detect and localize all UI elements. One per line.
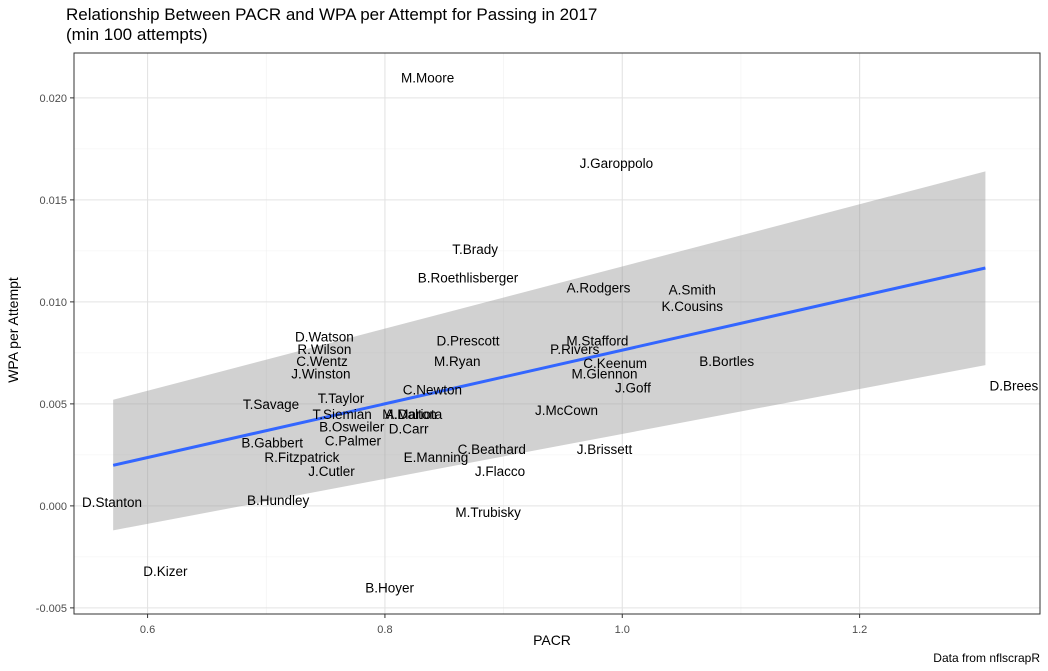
point-label: T.Savage: [243, 397, 299, 412]
point-label: J.Garoppolo: [580, 156, 654, 171]
y-tick-label: 0.010: [39, 297, 67, 309]
point-label: D.Prescott: [436, 334, 499, 349]
point-label: M.Moore: [401, 70, 454, 85]
point-label: B.Hoyer: [365, 580, 414, 595]
y-tick-label: 0.000: [39, 501, 67, 513]
point-label: J.Cutler: [308, 464, 355, 479]
point-label: M.Ryan: [434, 354, 481, 369]
x-tick-label: 0.6: [140, 624, 155, 636]
y-axis-ticks: -0.005 0.000 0.005 0.010 0.015 0.020: [36, 93, 74, 615]
point-label: D.Carr: [389, 421, 429, 436]
point-label: T.Brady: [452, 242, 498, 257]
point-label: C.Wentz: [296, 354, 348, 369]
point-label: P.Rivers: [550, 342, 600, 357]
point-label: M.Trubisky: [455, 505, 521, 520]
point-label: T.Siemian: [313, 407, 372, 422]
point-label: T.Taylor: [318, 391, 365, 406]
y-axis-title: WPA per Attempt: [5, 277, 21, 383]
x-axis-title: PACR: [533, 632, 571, 648]
point-label: M.Mariota: [382, 407, 443, 422]
point-label: A.Smith: [669, 283, 716, 298]
point-label: D.Kizer: [143, 564, 188, 579]
x-tick-label: 1.0: [615, 624, 630, 636]
point-label: E.Manning: [404, 450, 469, 465]
point-label: C.Beathard: [458, 442, 526, 457]
point-label: B.Bortles: [699, 354, 754, 369]
chart-title: Relationship Between PACR and WPA per At…: [66, 5, 597, 24]
point-label: A.Dalton: [385, 407, 437, 422]
point-label: M.Stafford: [566, 334, 628, 349]
point-label: J.Goff: [615, 381, 651, 396]
point-label: B.Roethlisberger: [418, 270, 519, 285]
point-label: D.Watson: [295, 330, 354, 345]
point-label: J.McCown: [535, 403, 598, 418]
trend-line: [112, 266, 986, 467]
y-tick-label: 0.020: [39, 93, 67, 105]
point-label: D.Brees: [990, 379, 1039, 394]
x-axis-ticks: 0.6 0.8 1.0 1.2: [140, 614, 867, 636]
point-labels: M.Moore J.Garoppolo T.Brady B.Roethlisberge…: [82, 70, 1039, 595]
point-label: B.Hundley: [247, 493, 310, 508]
confidence-band: [113, 171, 986, 531]
x-tick-label: 1.2: [852, 624, 867, 636]
y-tick-label: -0.005: [36, 603, 67, 615]
point-label: J.Winston: [291, 366, 350, 381]
point-label: J.Brissett: [577, 442, 633, 457]
point-label: K.Cousins: [662, 299, 724, 314]
grid-major: [74, 53, 1040, 614]
point-label: B.Gabbert: [241, 436, 303, 451]
point-label: D.Stanton: [82, 495, 142, 510]
plot-panel: M.Moore J.Garoppolo T.Brady B.Roethlisberge…: [73, 52, 1041, 615]
caption: Data from nflscrapR: [933, 651, 1040, 665]
panel-border: [73, 52, 1041, 615]
chart-subtitle: (min 100 attempts): [66, 25, 208, 44]
point-label: M.Glennon: [571, 366, 637, 381]
y-tick-label: 0.015: [39, 195, 67, 207]
point-label: C.Palmer: [325, 434, 382, 449]
grid-minor: [74, 53, 1040, 614]
point-label: B.Osweiler: [319, 419, 385, 434]
y-tick-label: 0.005: [39, 399, 67, 411]
point-label: R.Wilson: [297, 342, 351, 357]
x-tick-label: 0.8: [377, 624, 392, 636]
point-label: A.Rodgers: [567, 281, 631, 296]
point-label: C.Keenum: [583, 356, 647, 371]
point-label: R.Fitzpatrick: [264, 450, 339, 465]
point-label: J.Flacco: [475, 464, 525, 479]
panel-background: [74, 53, 1040, 614]
point-label: C.Newton: [403, 383, 462, 398]
